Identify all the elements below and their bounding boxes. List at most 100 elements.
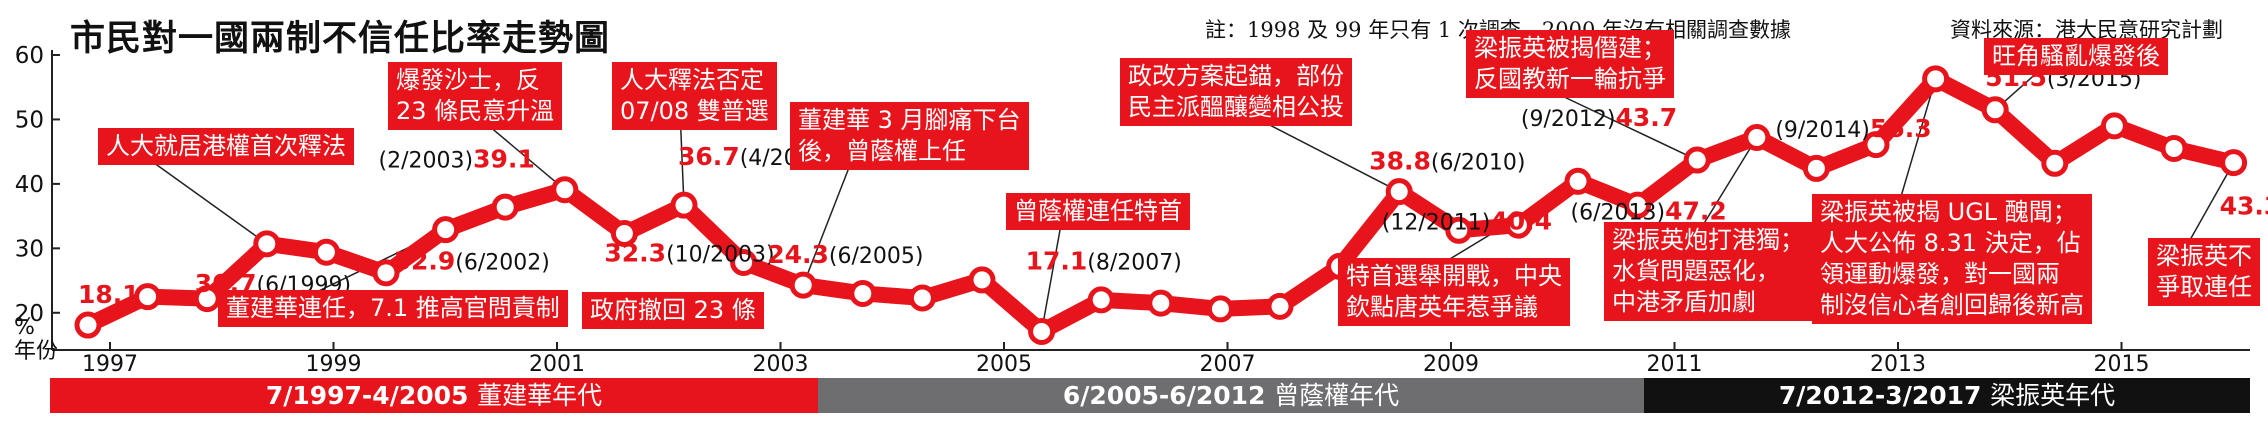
data-point <box>1922 65 1950 93</box>
value-date: (10/2003) <box>666 243 775 268</box>
era-name: 董建華年代 <box>477 381 603 410</box>
annotation-box: 董建華 3 月腳痛下台 後，曾蔭權上任 <box>790 102 1029 170</box>
value-label: 17.1(8/2007) <box>1026 246 1182 275</box>
data-point <box>432 216 460 244</box>
era-range: 6/2005-6/2012 <box>1062 381 1266 410</box>
x-tick-label: 1997 <box>82 352 138 377</box>
value-number: 56.3 <box>1870 114 1932 143</box>
annotation-line: 反國教新一輪抗爭 <box>1474 65 1666 93</box>
x-tick-label: 2007 <box>1200 352 1256 377</box>
value-label: (9/2012)43.7 <box>1521 103 1677 132</box>
y-tick-label: 30 <box>15 236 44 262</box>
annotation-box: 特首選舉開戰，中央 欽點唐英年惹爭議 <box>1338 258 1570 326</box>
data-point <box>1564 167 1592 195</box>
annotation-line: 後，曾蔭權上任 <box>798 137 966 165</box>
value-date: (9/2014) <box>1775 118 1870 143</box>
data-point <box>1147 289 1175 317</box>
annotation-line: 董建華連任，7.1 推高官問責制 <box>226 294 560 322</box>
annotation-line: 特首選舉開戰，中央 <box>1346 262 1562 290</box>
annotation-box: 爆發沙士，反 23 條民意升溫 <box>388 62 563 130</box>
x-tick-label: 2001 <box>529 352 585 377</box>
annotation-line: 政改方案起錨，部份 <box>1128 62 1344 90</box>
annotation-line: 梁振英被揭僭建； <box>1474 34 1666 62</box>
annotation-box: 政改方案起錨，部份 民主派醞釀變相公投 <box>1120 58 1352 126</box>
value-number: 24.3 <box>767 240 829 269</box>
value-label: (6/2013)47.2 <box>1571 196 1727 225</box>
data-point <box>1028 317 1056 345</box>
annotation-box: 梁振英炮打港獨； 水貨問題惡化， 中港矛盾加劇 <box>1604 222 1812 321</box>
x-tick-label: 1999 <box>306 352 362 377</box>
annotation-line: 旺角騷亂爆發後 <box>1992 42 2160 70</box>
annotation-connector <box>1899 78 1937 201</box>
axis-unit-labels: % 年份 <box>14 316 58 364</box>
data-point <box>491 193 519 221</box>
value-label: (2/2003)39.1 <box>379 145 535 174</box>
data-point <box>1743 123 1771 151</box>
data-point <box>1862 131 1890 159</box>
annotation-line: 政府撤回 23 條 <box>590 296 756 324</box>
x-tick-label: 2011 <box>1647 352 1703 377</box>
data-point <box>2160 134 2188 162</box>
annotation-line: 民主派醞釀變相公投 <box>1128 93 1344 121</box>
annotation-line: 曾蔭權連任特首 <box>1014 197 1182 225</box>
data-point <box>1445 216 1473 244</box>
data-point <box>2220 149 2248 177</box>
value-label: 32.9(6/2002) <box>394 247 550 276</box>
annotation-line: 董建華 3 月腳痛下台 <box>798 106 1021 134</box>
value-label: (9/2014)56.3 <box>1775 114 1931 143</box>
data-point <box>74 311 102 339</box>
value-label: 38.8(6/2010) <box>1369 147 1525 176</box>
data-point <box>1385 178 1413 206</box>
y-tick-label: 50 <box>15 107 44 133</box>
era-name: 曾蔭權年代 <box>1274 381 1400 410</box>
data-point <box>849 279 877 307</box>
annotation-connector <box>149 159 268 245</box>
value-number: 17.1 <box>1026 246 1088 275</box>
value-label: 43.3(3/2017) <box>2220 192 2268 221</box>
data-point <box>1266 292 1294 320</box>
annotation-connector <box>2189 162 2235 241</box>
era-bar-tung: 7/1997-4/2005 董建華年代 <box>50 378 818 413</box>
annotation-connector <box>1699 137 1758 231</box>
annotation-connector <box>1040 229 1061 332</box>
annotation-box: 梁振英被揭僭建； 反國教新一輪抗爭 <box>1466 30 1674 98</box>
value-label: 24.3(6/2005) <box>767 240 923 269</box>
value-label: 32.3(10/2003) <box>604 239 774 268</box>
data-point <box>372 259 400 287</box>
value-number: 40.4 <box>1490 206 1552 235</box>
value-number: 43.3 <box>2220 192 2268 221</box>
annotation-line: 中港矛盾加劇 <box>1612 288 1756 316</box>
value-number: 36.7 <box>678 142 740 171</box>
value-number: 32.3 <box>604 239 666 268</box>
era-range: 7/1997-4/2005 <box>265 381 469 410</box>
x-tick-label: 2013 <box>1870 352 1926 377</box>
annotation-box: 人大釋法否定 07/08 雙普選 <box>612 62 777 130</box>
y-axis-unit: % <box>14 315 35 340</box>
data-point <box>1981 96 2009 124</box>
value-date: (9/2012) <box>1521 107 1616 132</box>
data-point <box>312 238 340 266</box>
value-date: (8/2007) <box>1087 250 1182 275</box>
annotation-box: 曾蔭權連任特首 <box>1006 193 1190 230</box>
data-point <box>908 284 936 312</box>
annotation-box: 旺角騷亂爆發後 <box>1984 38 2168 75</box>
annotation-line: 領運動爆發，對一國兩 <box>1820 260 2060 288</box>
annotation-box: 人大就居港權首次釋法 <box>98 128 354 165</box>
value-number: 43.7 <box>1616 103 1678 132</box>
annotation-line: 爆發沙士，反 <box>396 66 540 94</box>
x-tick-label: 2009 <box>1423 352 1479 377</box>
data-point <box>670 191 698 219</box>
value-label: (12/2011)40.4 <box>1382 206 1552 235</box>
data-point <box>1504 211 1532 239</box>
x-tick-label: 2015 <box>2094 352 2150 377</box>
value-number: 39.1 <box>473 145 535 174</box>
data-point <box>1624 191 1652 219</box>
annotation-connector <box>1259 119 1400 193</box>
annotation-line: 人大釋法否定 <box>620 66 764 94</box>
annotation-box: 梁振英不 爭取連任 <box>2148 238 2260 306</box>
era-bar-leung: 7/2012-3/2017 梁振英年代 <box>1644 378 2250 413</box>
data-point <box>968 266 996 294</box>
value-date: (6/2013) <box>1571 200 1666 225</box>
annotation-line: 人大就居港權首次釋法 <box>106 132 346 160</box>
